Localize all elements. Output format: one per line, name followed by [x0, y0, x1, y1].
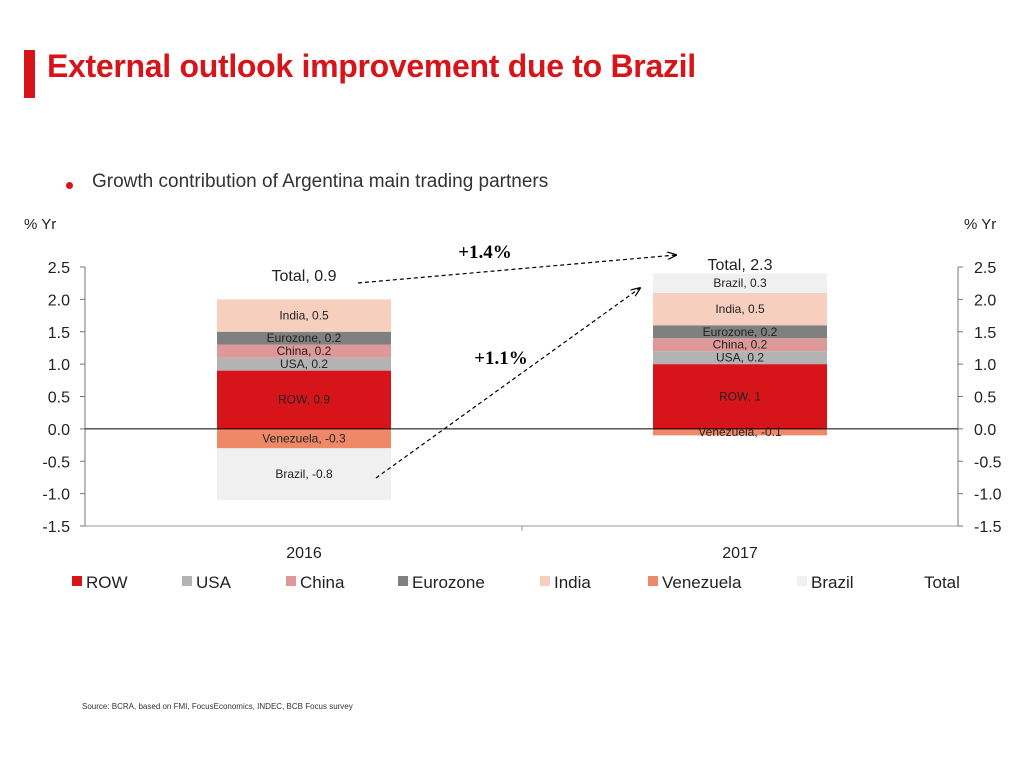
legend-label-eurozone: Eurozone: [412, 573, 485, 592]
bar-eurozone-2016: [217, 331, 391, 345]
legend-label-brazil: Brazil: [811, 573, 854, 592]
data-label-usa-2017: USA, 0.2: [716, 351, 764, 365]
data-label-eurozone-2016: Eurozone, 0.2: [267, 331, 342, 345]
y-tick-label-left: -1.5: [42, 519, 70, 536]
y-tick-label-right: -1.0: [974, 487, 1002, 504]
x-tick-label-2016: 2016: [286, 545, 322, 562]
data-label-venezuela-2017: Venezuela, -0.1: [698, 425, 782, 439]
y-tick-label-right: -1.5: [974, 519, 1002, 536]
y-tick-label-right: 2.5: [974, 260, 996, 277]
data-label-india-2017: India, 0.5: [715, 302, 765, 316]
y-tick-label-left: 0.0: [48, 422, 70, 439]
bar-china-2016: [217, 344, 391, 358]
bar-china-2017: [653, 338, 827, 352]
bar-usa-2016: [217, 357, 391, 371]
y-tick-label-left: -0.5: [42, 454, 70, 471]
legend-swatch-india: [540, 576, 550, 586]
data-label-india-2016: India, 0.5: [279, 309, 329, 323]
bar-row-2017: [653, 364, 827, 429]
y-tick-label-right: 0.0: [974, 422, 996, 439]
data-label-china-2016: China, 0.2: [277, 344, 332, 358]
legend-swatch-venezuela: [648, 576, 658, 586]
bar-venezuela-2016: [217, 428, 391, 449]
y-tick-label-left: 1.5: [48, 325, 70, 342]
data-label-china-2017: China, 0.2: [713, 338, 768, 352]
legend-label-usa: USA: [196, 573, 232, 592]
bullet-icon: [66, 182, 73, 189]
data-label-brazil-2017: Brazil, 0.3: [713, 276, 767, 290]
legend-label-china: China: [300, 573, 345, 592]
bar-usa-2017: [653, 351, 827, 365]
data-label-venezuela-2016: Venezuela, -0.3: [262, 432, 346, 446]
y-tick-label-left: -1.0: [42, 487, 70, 504]
bar-brazil-2016: [217, 448, 391, 501]
bar-eurozone-2017: [653, 325, 827, 339]
legend-swatch-brazil: [797, 576, 807, 586]
y-tick-label-right: 1.5: [974, 325, 996, 342]
y-tick-label-left: 0.5: [48, 390, 70, 407]
y-tick-label-right: 0.5: [974, 390, 996, 407]
bar-india-2016: [217, 299, 391, 332]
data-label-usa-2016: USA, 0.2: [280, 357, 328, 371]
legend-label-india: India: [554, 573, 591, 592]
arrow-brazil-change: [375, 288, 640, 479]
y-tick-label-right: 1.0: [974, 357, 996, 374]
bar-row-2016: [217, 370, 391, 429]
y-axis-label-right: % Yr: [964, 216, 996, 233]
bar-brazil-2017: [653, 273, 827, 293]
title-accent-bar: [24, 50, 35, 98]
stacked-bar-chart: % Yr % Yr 2.5 2.5 2.0 2.0 1.5 1.5 1.0 1.0 0.5 0.5 0.…: [24, 216, 1002, 592]
legend-swatch-row: [72, 576, 82, 586]
data-label-row-2016: ROW, 0.9: [278, 393, 330, 407]
bar-venezuela-2017: [653, 428, 827, 436]
legend-label-total: Total: [924, 573, 960, 592]
page-title: External outlook improvement due to Braz…: [47, 48, 696, 84]
legend-label-row: ROW: [86, 573, 128, 592]
annotation-total-change: +1.4%: [458, 242, 512, 263]
chart-subtitle: Growth contribution of Argentina main tr…: [92, 171, 549, 192]
legend-label-venezuela: Venezuela: [662, 573, 742, 592]
source-note: Source: BCRA, based on FMI, FocusEconomi…: [82, 702, 353, 711]
legend-swatch-usa: [182, 576, 192, 586]
arrow-total-change: [357, 255, 676, 284]
y-tick-label-left: 2.0: [48, 292, 70, 309]
legend-swatch-china: [286, 576, 296, 586]
y-tick-label-right: 2.0: [974, 292, 996, 309]
y-axis-label-left: % Yr: [24, 216, 56, 233]
total-label-2017: Total, 2.3: [708, 257, 773, 274]
y-tick-label-left: 1.0: [48, 357, 70, 374]
data-label-brazil-2016: Brazil, -0.8: [275, 467, 333, 481]
legend-swatch-eurozone: [398, 576, 408, 586]
y-tick-label-left: 2.5: [48, 260, 70, 277]
data-label-eurozone-2017: Eurozone, 0.2: [703, 325, 778, 339]
total-label-2016: Total, 0.9: [272, 268, 337, 285]
x-tick-label-2017: 2017: [722, 545, 758, 562]
bar-india-2017: [653, 292, 827, 326]
annotation-brazil-change: +1.1%: [474, 348, 528, 369]
data-label-row-2017: ROW, 1: [719, 390, 761, 404]
y-tick-label-right: -0.5: [974, 454, 1002, 471]
